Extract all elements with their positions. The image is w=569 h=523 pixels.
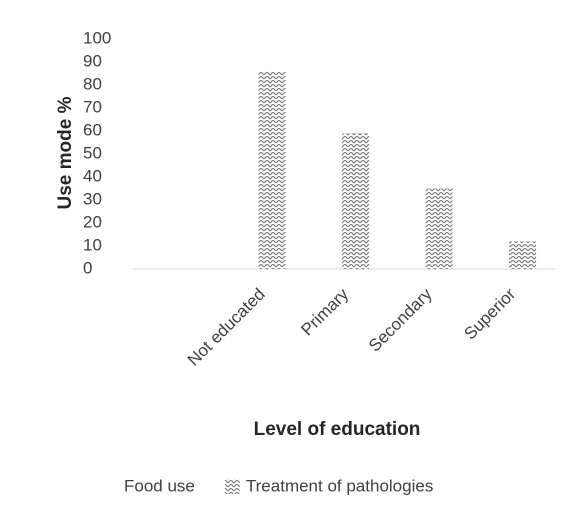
y-tick-label: 60: [83, 120, 102, 139]
x-tick-label: Superior: [460, 284, 519, 343]
y-tick-label: 0: [83, 258, 92, 277]
bar: [258, 71, 286, 269]
legend-swatch: [224, 479, 240, 494]
y-tick-label: 90: [83, 51, 102, 70]
legend-label: Food use: [124, 476, 195, 495]
y-tick-label: 30: [83, 189, 102, 208]
y-tick-label: 10: [83, 235, 102, 254]
y-tick-label: 70: [83, 97, 102, 116]
x-tick-label: Primary: [297, 284, 352, 339]
x-axis-title: Level of education: [254, 419, 421, 440]
y-tick-label: 100: [83, 28, 111, 47]
legend-label: Treatment of pathologies: [246, 476, 433, 495]
x-tick-label: Secondary: [365, 284, 436, 355]
x-tick-label: Not educated: [184, 285, 269, 370]
y-axis-title: Use mode %: [55, 96, 76, 209]
y-tick-label: 40: [83, 166, 102, 185]
bar: [509, 241, 537, 269]
y-tick-label: 20: [83, 212, 102, 231]
bar: [425, 188, 453, 269]
y-tick-label: 50: [83, 143, 102, 162]
bar: [342, 133, 370, 269]
y-tick-label: 80: [83, 74, 102, 93]
